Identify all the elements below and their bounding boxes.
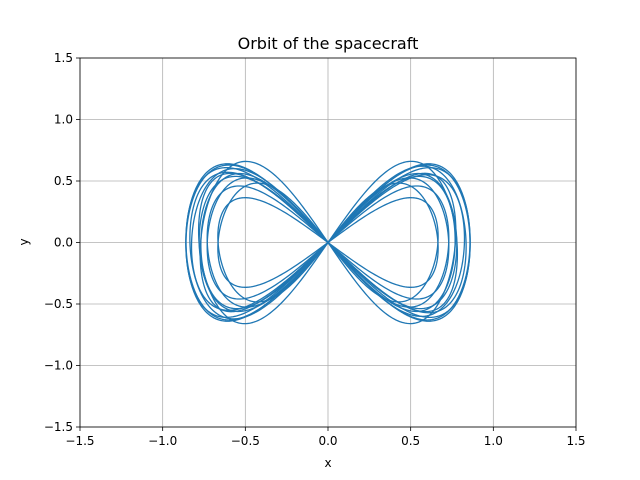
x-tick-label: 1.5 — [566, 434, 585, 448]
x-tick-label: −0.5 — [231, 434, 260, 448]
y-axis-label: y — [17, 238, 31, 245]
x-axis-ticks: −1.5 −1.0 −0.5 0.0 0.5 1.0 1.5 — [65, 427, 586, 448]
y-tick-label: −0.5 — [44, 297, 73, 311]
x-axis-label: x — [324, 456, 331, 470]
chart-title: Orbit of the spacecraft — [238, 34, 419, 53]
x-tick-label: 0.5 — [401, 434, 420, 448]
orbit-path — [185, 164, 471, 321]
y-tick-label: 0.0 — [54, 236, 73, 250]
y-tick-label: 0.5 — [54, 174, 73, 188]
y-tick-label: 1.5 — [54, 51, 73, 65]
x-tick-label: 1.0 — [484, 434, 503, 448]
y-axis-ticks: −1.5 −1.0 −0.5 0.0 0.5 1.0 1.5 — [44, 51, 80, 434]
y-tick-label: −1.5 — [44, 420, 73, 434]
y-tick-label: 1.0 — [54, 113, 73, 127]
y-tick-label: −1.0 — [44, 359, 73, 373]
x-tick-label: −1.0 — [148, 434, 177, 448]
orbit-series — [185, 160, 471, 325]
x-tick-label: −1.5 — [65, 434, 94, 448]
x-tick-label: 0.0 — [318, 434, 337, 448]
